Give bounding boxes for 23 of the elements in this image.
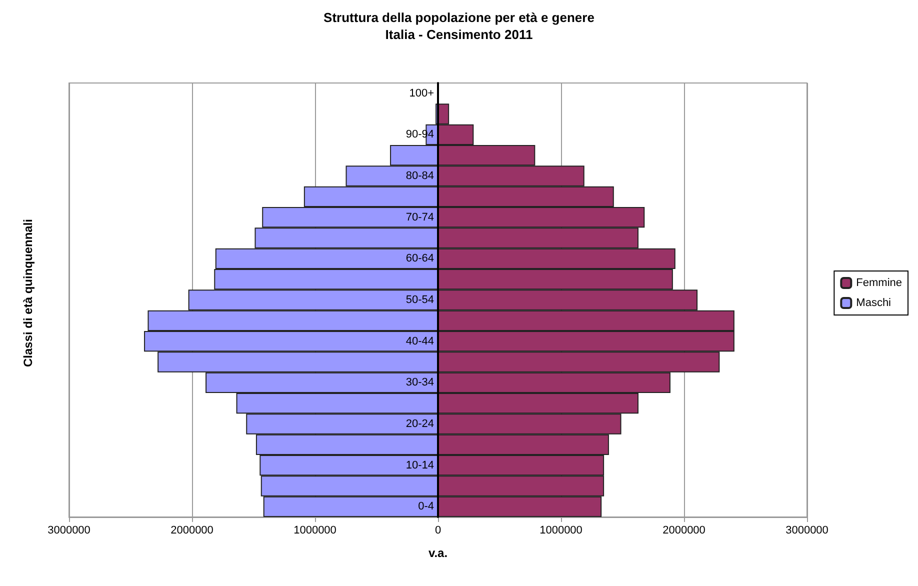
chart-title: Struttura della popolazione per età e genere: [324, 10, 594, 25]
y-tick-label: 20-24: [406, 418, 434, 430]
x-tick-label: 2000000: [662, 524, 706, 536]
y-tick-label: 0-4: [418, 500, 434, 513]
y-tick-label: 50-54: [406, 294, 434, 306]
x-tick-label: 1000000: [294, 524, 336, 536]
y-tick-label: 40-44: [406, 335, 434, 348]
y-axis-title: Classi di età quinquennali: [21, 218, 35, 368]
y-tick-label: 60-64: [406, 252, 434, 265]
x-tick-label: 3000000: [786, 524, 828, 536]
legend-label: Femmine: [856, 277, 902, 289]
x-axis-title: v.a.: [428, 546, 448, 560]
y-tick-label: 80-84: [406, 170, 434, 182]
x-tick-label: 0: [434, 524, 442, 536]
x-tick-label: 3000000: [48, 524, 90, 536]
chart-subtitle: Italia - Censimento 2011: [385, 27, 533, 42]
y-tick-label: 100+: [409, 87, 434, 100]
x-tick-label: 1000000: [540, 524, 582, 536]
y-tick-label: 70-74: [406, 211, 434, 224]
legend-label: Maschi: [856, 297, 891, 309]
y-tick-label: 10-14: [406, 459, 434, 472]
y-tick-label: 30-34: [406, 376, 434, 389]
x-tick-label: 2000000: [170, 524, 214, 536]
